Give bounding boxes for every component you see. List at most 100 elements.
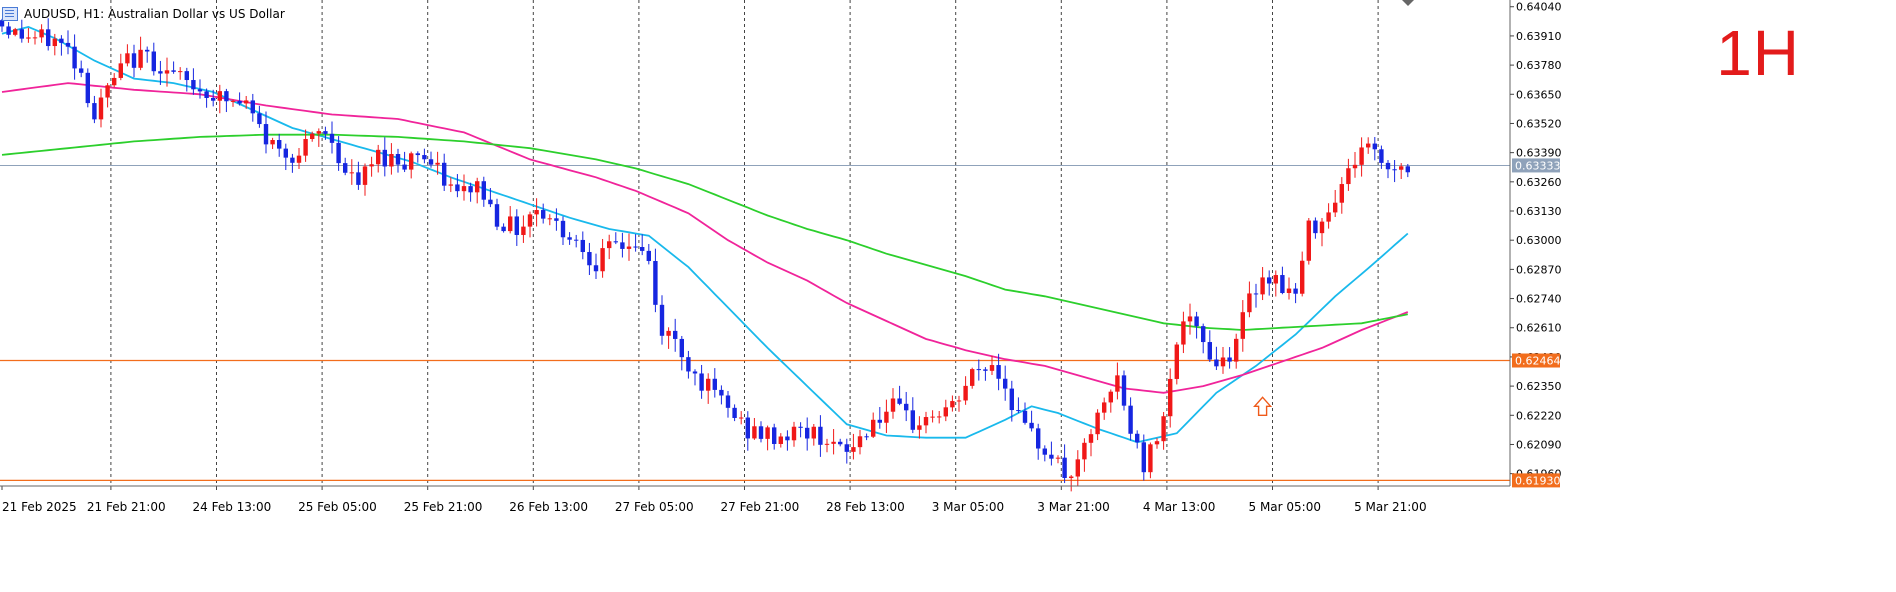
- candle-bearish[interactable]: [46, 18, 51, 51]
- candle-bearish[interactable]: [1293, 283, 1298, 304]
- candle-bullish[interactable]: [765, 425, 770, 451]
- candle-bullish[interactable]: [1240, 300, 1245, 352]
- candle-bearish[interactable]: [560, 216, 566, 246]
- candle-bullish[interactable]: [1234, 333, 1239, 369]
- candle-bearish[interactable]: [587, 242, 592, 276]
- candle-bearish[interactable]: [488, 188, 493, 208]
- candle-bullish[interactable]: [1069, 475, 1074, 492]
- candle-bearish[interactable]: [323, 126, 328, 140]
- candle-bullish[interactable]: [547, 214, 552, 226]
- candle-bearish[interactable]: [673, 318, 678, 352]
- candle-bullish[interactable]: [890, 388, 896, 419]
- candle-bullish[interactable]: [316, 128, 321, 147]
- candle-bearish[interactable]: [1405, 163, 1410, 178]
- candle-bullish[interactable]: [389, 143, 394, 175]
- candle-bearish[interactable]: [699, 364, 704, 399]
- candle-bullish[interactable]: [1220, 346, 1226, 374]
- candle-bearish[interactable]: [897, 385, 902, 406]
- candle-bearish[interactable]: [567, 232, 572, 245]
- candle-bearish[interactable]: [904, 391, 909, 422]
- candle-bullish[interactable]: [956, 395, 962, 412]
- candle-bearish[interactable]: [1385, 159, 1391, 179]
- candle-bearish[interactable]: [1036, 423, 1041, 460]
- candle-bullish[interactable]: [1102, 397, 1107, 420]
- candle-bullish[interactable]: [884, 399, 889, 434]
- candle-bullish[interactable]: [1359, 137, 1364, 177]
- candle-bullish[interactable]: [1319, 218, 1325, 247]
- candle-bearish[interactable]: [382, 137, 387, 177]
- candle-bullish[interactable]: [1108, 389, 1113, 413]
- candle-bearish[interactable]: [983, 367, 988, 381]
- candle-bearish[interactable]: [1313, 217, 1318, 239]
- candle-bearish[interactable]: [468, 182, 473, 202]
- candle-bearish[interactable]: [574, 234, 579, 248]
- candle-bullish[interactable]: [917, 416, 922, 439]
- candle-bullish[interactable]: [508, 206, 513, 234]
- candle-bearish[interactable]: [1135, 430, 1140, 449]
- candle-bearish[interactable]: [976, 359, 981, 381]
- candle-bullish[interactable]: [666, 327, 671, 349]
- candle-bearish[interactable]: [758, 421, 764, 443]
- candle-bullish[interactable]: [52, 33, 57, 56]
- candle-bullish[interactable]: [1088, 429, 1094, 457]
- candle-bearish[interactable]: [356, 161, 361, 190]
- candle-bullish[interactable]: [1326, 203, 1331, 229]
- candle-bearish[interactable]: [237, 92, 242, 106]
- candle-bullish[interactable]: [244, 95, 249, 109]
- candle-bearish[interactable]: [92, 95, 97, 124]
- candle-bearish[interactable]: [428, 151, 434, 168]
- candle-bullish[interactable]: [1187, 303, 1193, 335]
- candle-bearish[interactable]: [171, 61, 176, 74]
- candle-bullish[interactable]: [138, 36, 143, 71]
- candle-bullish[interactable]: [1115, 362, 1120, 400]
- candle-bearish[interactable]: [640, 234, 645, 256]
- candle-bullish[interactable]: [1339, 177, 1344, 214]
- candle-bearish[interactable]: [6, 22, 11, 39]
- candle-bearish[interactable]: [455, 174, 460, 198]
- candle-bullish[interactable]: [831, 429, 836, 455]
- candle-bullish[interactable]: [1286, 277, 1292, 300]
- candle-bearish[interactable]: [1009, 380, 1014, 422]
- candle-bullish[interactable]: [851, 433, 856, 460]
- candle-bearish[interactable]: [290, 153, 295, 173]
- candle-bullish[interactable]: [626, 233, 632, 261]
- candle-bearish[interactable]: [79, 60, 84, 78]
- candle-bearish[interactable]: [329, 121, 335, 154]
- candle-bullish[interactable]: [963, 376, 968, 405]
- candle-bullish[interactable]: [369, 156, 374, 177]
- candle-bullish[interactable]: [475, 177, 480, 204]
- candle-bullish[interactable]: [778, 433, 783, 448]
- candle-bullish[interactable]: [943, 399, 948, 422]
- candle-bullish[interactable]: [1082, 438, 1087, 472]
- candle-bearish[interactable]: [514, 209, 519, 246]
- candle-bearish[interactable]: [131, 44, 137, 78]
- candle-bullish[interactable]: [1055, 455, 1061, 464]
- candle-bullish[interactable]: [178, 67, 183, 80]
- candle-bullish[interactable]: [230, 99, 236, 107]
- candle-bearish[interactable]: [184, 67, 189, 92]
- candle-bearish[interactable]: [580, 231, 585, 260]
- candle-bullish[interactable]: [706, 373, 711, 404]
- candle-bearish[interactable]: [501, 223, 506, 233]
- candle-bullish[interactable]: [930, 410, 935, 423]
- candle-bearish[interactable]: [1194, 311, 1199, 339]
- candle-bearish[interactable]: [1207, 330, 1212, 363]
- candle-bullish[interactable]: [118, 53, 123, 81]
- candle-bullish[interactable]: [600, 238, 605, 278]
- candle-bullish[interactable]: [1168, 368, 1173, 428]
- candle-bearish[interactable]: [805, 417, 810, 451]
- candle-bullish[interactable]: [435, 151, 440, 175]
- candle-bullish[interactable]: [1095, 409, 1100, 441]
- candle-bullish[interactable]: [1306, 218, 1311, 265]
- candle-bullish[interactable]: [310, 131, 315, 142]
- candle-bearish[interactable]: [158, 60, 163, 85]
- candle-bearish[interactable]: [211, 89, 216, 107]
- candle-bearish[interactable]: [712, 368, 717, 398]
- candle-bullish[interactable]: [1366, 137, 1371, 154]
- candle-bearish[interactable]: [1128, 397, 1133, 441]
- candle-bearish[interactable]: [250, 93, 255, 122]
- candle-bearish[interactable]: [732, 404, 737, 422]
- candle-bearish[interactable]: [1049, 441, 1054, 466]
- candle-bearish[interactable]: [1227, 347, 1232, 369]
- candle-bearish[interactable]: [1016, 397, 1021, 414]
